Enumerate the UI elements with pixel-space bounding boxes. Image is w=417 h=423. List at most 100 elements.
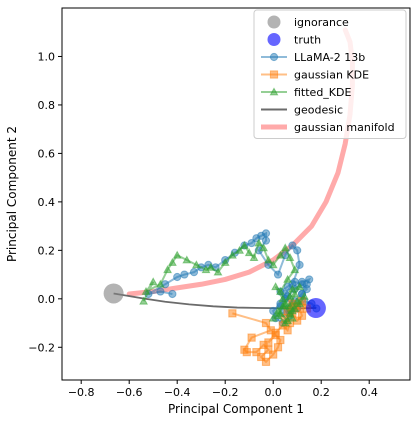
x-tick-label: −0.4	[164, 386, 191, 399]
data-point-fitted-kde	[244, 248, 254, 257]
data-point-llama-2-13b	[168, 289, 177, 299]
data-point-fitted-kde	[172, 250, 182, 259]
data-point-gaussian-kde	[283, 326, 292, 335]
data-point-fitted-kde	[285, 252, 295, 261]
x-tick-label: 0.4	[360, 386, 378, 399]
x-tick-label: 0.0	[264, 386, 282, 399]
data-point-llama-2-13b	[189, 268, 199, 277]
y-tick-label: 0.2	[38, 244, 56, 257]
data-point-gaussian-kde	[273, 343, 283, 352]
y-tick-label: −0.2	[28, 341, 55, 354]
y-tick-label: 0.6	[38, 147, 56, 160]
x-axis-label: Principal Component 1	[168, 402, 304, 416]
legend: ignorance truth LLaMA-2 13b gaussian KDE fit…	[253, 9, 407, 139]
data-point-gaussian-kde	[257, 352, 266, 362]
data-point-fitted-kde	[220, 257, 230, 266]
data-point-fitted-kde	[163, 265, 173, 274]
data-point-fitted-kde	[280, 301, 290, 310]
data-point-fitted-kde	[213, 267, 223, 276]
data-point-fitted-kde	[275, 286, 285, 295]
data-point-fitted-kde	[148, 277, 158, 286]
data-point-fitted-kde	[254, 238, 264, 247]
data-point-gaussian-kde	[276, 335, 285, 345]
legend-label-fitted-kde: fitted_KDE	[294, 86, 351, 99]
data-point-fitted-kde	[299, 291, 309, 300]
data-point-fitted-kde	[295, 282, 305, 291]
y-tick-label: 0.4	[38, 196, 56, 209]
data-point-llama-2-13b	[173, 272, 182, 282]
y-tick-label: 0.8	[38, 99, 56, 112]
data-point-fitted-kde	[182, 255, 192, 264]
plot-frame	[61, 7, 411, 381]
data-point-fitted-kde	[139, 296, 149, 305]
x-tick-label: −0.2	[212, 386, 239, 399]
data-point-fitted-kde	[275, 250, 285, 259]
x-tick-label: −0.6	[116, 386, 143, 399]
data-point-fitted-kde	[227, 250, 237, 259]
data-point-fitted-kde	[292, 296, 302, 305]
legend-label-gaussian-manifold: gaussian manifold	[294, 121, 395, 134]
data-point-fitted-kde	[287, 313, 297, 322]
data-point-llama-2-13b	[261, 236, 271, 245]
data-point-fitted-kde	[287, 284, 297, 293]
y-axis: −0.2 0.0 0.2 0.4 0.6 0.8 1.0	[28, 50, 62, 354]
legend-label-truth: truth	[294, 34, 321, 47]
y-axis-label: Principal Component 2	[5, 126, 19, 262]
data-point-fitted-kde	[285, 308, 295, 317]
data-point-llama-2-13b	[293, 246, 302, 255]
data-point-fitted-kde	[239, 240, 249, 249]
data-point-fitted-kde	[155, 279, 165, 288]
data-point-fitted-kde	[273, 311, 283, 320]
data-point-llama-2-13b	[261, 229, 271, 238]
point-ignorance	[103, 283, 124, 304]
data-point-llama-2-13b	[305, 275, 314, 284]
data-point-fitted-kde	[283, 274, 293, 283]
data-point-gaussian-kde	[261, 318, 271, 328]
x-tick-label: −0.8	[68, 386, 95, 399]
data-point-gaussian-kde	[252, 348, 261, 357]
data-point-llama-2-13b	[156, 287, 165, 296]
data-point-llama-2-13b	[180, 270, 189, 279]
data-point-fitted-kde	[141, 286, 151, 295]
data-point-gaussian-kde	[297, 311, 307, 320]
data-point-fitted-kde	[290, 265, 300, 274]
data-point-fitted-kde	[280, 318, 290, 327]
data-point-llama-2-13b	[290, 277, 299, 286]
point-truth	[305, 298, 326, 319]
data-point-gaussian-kde	[271, 328, 280, 337]
data-point-fitted-kde	[167, 257, 177, 266]
legend-marker-gaussian-kde	[269, 70, 279, 79]
data-point-gaussian-kde	[247, 333, 256, 342]
data-point-gaussian-kde	[264, 338, 273, 347]
data-point-llama-2-13b	[295, 260, 304, 269]
plot-area	[103, 27, 355, 366]
legend-label-gaussian-kde: gaussian KDE	[294, 69, 369, 82]
data-point-llama-2-13b	[247, 238, 256, 248]
legend-marker-llama-2-13b	[269, 52, 279, 62]
data-point-gaussian-kde	[269, 350, 278, 359]
legend-label-ignorance: ignorance	[294, 16, 349, 29]
data-point-gaussian-kde	[261, 357, 271, 366]
data-point-fitted-kde	[285, 291, 295, 300]
legend-marker-truth	[267, 33, 281, 46]
legend-label-geodesic: geodesic	[294, 104, 343, 117]
data-point-fitted-kde	[290, 289, 300, 298]
x-axis: −0.8 −0.6 −0.4 −0.2 0.0 0.2 0.4	[68, 380, 378, 399]
legend-marker-fitted-kde	[269, 87, 279, 96]
data-point-fitted-kde	[235, 245, 245, 254]
data-point-fitted-kde	[280, 243, 290, 252]
data-point-gaussian-kde	[242, 348, 251, 357]
data-point-fitted-kde	[206, 262, 216, 271]
y-tick-label: 1.0	[38, 50, 56, 63]
data-point-llama-2-13b	[273, 270, 283, 279]
x-tick-label: 0.2	[312, 386, 330, 399]
data-point-llama-2-13b	[288, 241, 297, 250]
data-point-fitted-kde	[263, 255, 273, 264]
data-point-fitted-kde	[268, 260, 278, 269]
legend-box	[253, 9, 407, 139]
data-point-gaussian-kde	[228, 309, 237, 318]
y-tick-label: 0.0	[38, 293, 56, 306]
data-point-fitted-kde	[259, 243, 269, 252]
data-point-fitted-kde	[191, 260, 201, 269]
